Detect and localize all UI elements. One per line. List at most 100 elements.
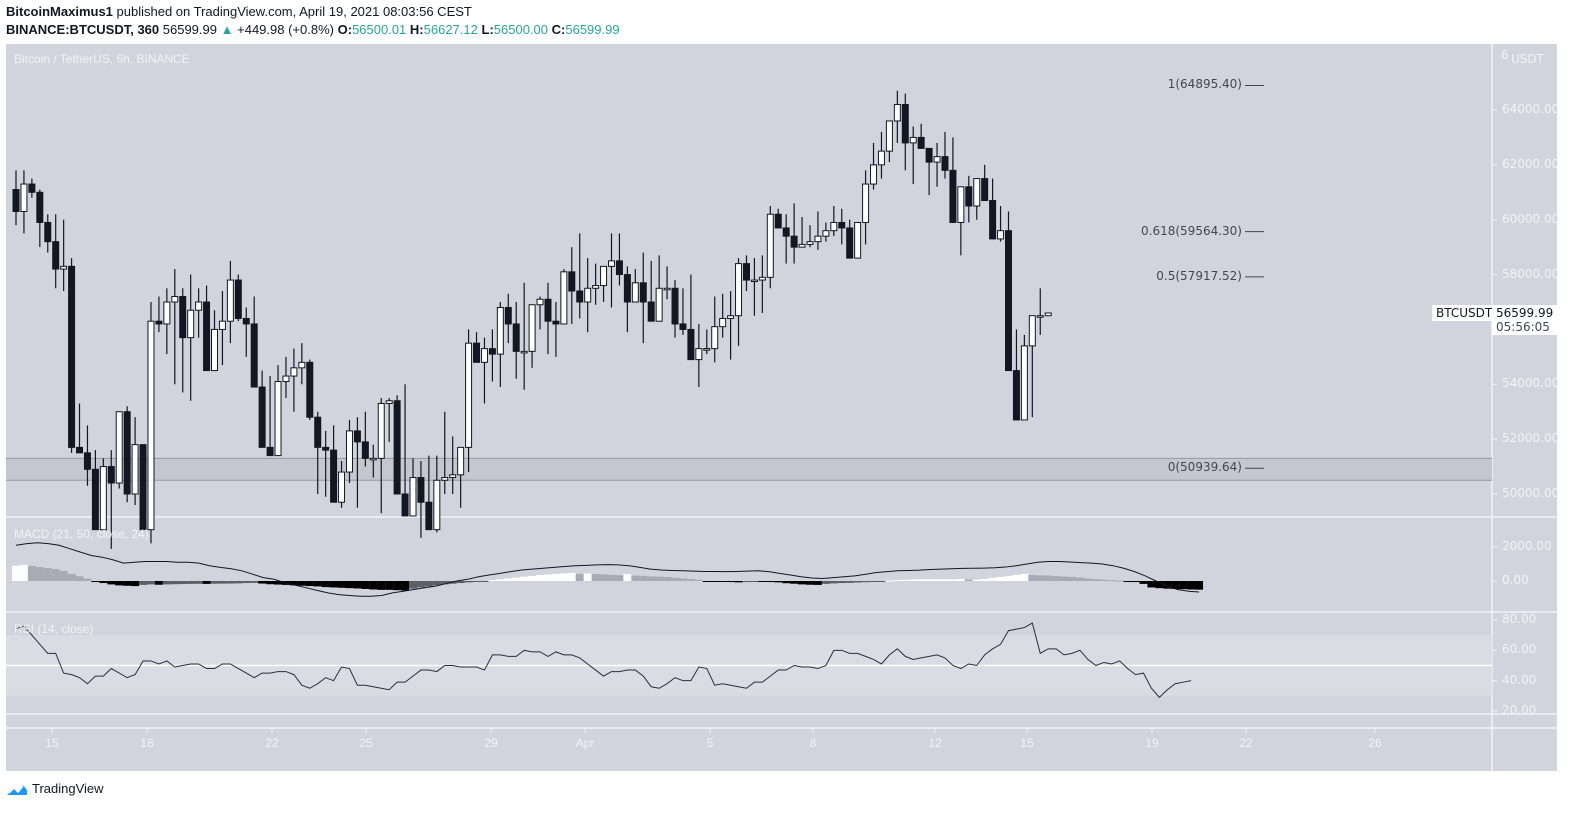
price-tick-label: 52000.00 [1502, 431, 1560, 446]
macd-histogram-bar [631, 575, 640, 581]
macd-histogram-bar [988, 577, 997, 581]
date-tick-label: 29 [484, 736, 498, 750]
macd-histogram-bar [925, 579, 934, 581]
date-tick-label: 22 [1239, 736, 1253, 750]
macd-histogram-bar [972, 579, 981, 581]
macd-histogram-bar [734, 581, 743, 583]
high-label: H: [409, 22, 424, 37]
fib-level-label: 0(50939.64) [1167, 460, 1242, 475]
main-pane-title: Bitcoin / TetherUS, 6h, BINANCE [14, 52, 190, 66]
macd-histogram-bar [877, 581, 886, 582]
macd-histogram-bar [1028, 575, 1037, 581]
macd-histogram-bar [234, 581, 243, 584]
macd-histogram-bar [401, 581, 410, 591]
macd-histogram-bar [543, 574, 552, 581]
candle-down [306, 361, 314, 418]
price-tick-label: 60000.00 [1502, 211, 1560, 226]
candle-down [155, 320, 163, 325]
macd-histogram-bar [845, 581, 854, 583]
candle-up [20, 183, 28, 212]
candle-down [234, 279, 242, 319]
date-tick-label: 12 [928, 736, 942, 750]
candle-up [806, 241, 814, 245]
macd-histogram-bar [1036, 575, 1045, 581]
candle-up [933, 156, 941, 163]
macd-histogram-bar [67, 573, 76, 581]
macd-histogram-bar [821, 581, 830, 584]
macd-histogram-bar [655, 576, 664, 581]
candle-down [488, 348, 496, 355]
author-name[interactable]: BitcoinMaximus1 [6, 4, 113, 19]
macd-histogram-bar [766, 581, 775, 583]
low-label: L: [481, 22, 494, 37]
macd-histogram-bar [51, 569, 60, 581]
macd-histogram-bar [385, 581, 394, 590]
rsi-tick-label: 40.00 [1502, 672, 1537, 687]
macd-histogram-bar [1060, 576, 1069, 581]
macd-histogram-bar [1171, 581, 1180, 589]
macd-histogram-bar [559, 573, 568, 581]
candle-down [44, 221, 52, 243]
candle-down [36, 191, 44, 223]
macd-histogram-bar [329, 581, 338, 588]
macd-histogram-bar [520, 576, 529, 581]
candle-up [282, 375, 290, 383]
candle-down [242, 317, 250, 325]
candle-up [369, 457, 377, 461]
candle-up [298, 361, 306, 369]
candle-down [671, 287, 679, 325]
macd-histogram-bar [43, 568, 52, 581]
candle-up [187, 309, 195, 339]
macd-histogram-bar [726, 581, 735, 583]
macd-histogram-bar [1044, 575, 1053, 581]
candle-down [1005, 230, 1012, 372]
candle-up [163, 301, 171, 325]
currency-label: USDT [1511, 52, 1544, 66]
price-tick-label: 50000.00 [1502, 486, 1560, 500]
candle-down [361, 441, 369, 459]
macd-histogram-bar [1187, 581, 1196, 590]
low-value: 56500.00 [493, 22, 549, 37]
macd-histogram-bar [1179, 581, 1188, 590]
macd-histogram-bar [1083, 578, 1092, 581]
candle-down [473, 342, 481, 363]
chart-canvas[interactable] [6, 44, 1557, 771]
candle-up [608, 260, 615, 267]
candle-down [417, 477, 425, 503]
macd-histogram-bar [710, 581, 719, 582]
macd-histogram-bar [19, 564, 28, 581]
candle-down [901, 104, 909, 144]
macd-histogram-bar [496, 579, 505, 581]
candle-down [330, 449, 338, 503]
candle-down [568, 271, 576, 292]
candle-down [12, 189, 20, 212]
macd-histogram-bar [885, 580, 894, 582]
macd-histogram-bar [1091, 579, 1100, 581]
candle-up [218, 320, 226, 330]
candle-up [1028, 315, 1036, 347]
published-text: published on TradingView.com, April 19, … [112, 4, 472, 19]
candle-up [131, 444, 139, 495]
macd-histogram-bar [424, 581, 433, 587]
symbol-interval: BINANCE:BTCUSDT, 360 [6, 22, 160, 37]
macd-histogram-bar [377, 581, 386, 590]
candle-up [973, 178, 981, 207]
macd-histogram-bar [853, 581, 862, 583]
tradingview-footer[interactable]: TradingView [6, 781, 104, 796]
macd-histogram-bar [305, 581, 314, 587]
fib-level-label: 1(64895.40) [1167, 77, 1242, 92]
macd-histogram-bar [393, 581, 402, 591]
candle-down [838, 221, 846, 229]
chart-area[interactable]: Bitcoin / TetherUS, 6h, BINANCE MACD (21… [6, 44, 1560, 771]
candle-down [544, 298, 552, 322]
candle-up [290, 367, 298, 377]
candle-down [846, 227, 854, 259]
candle-down [1012, 370, 1020, 421]
macd-histogram-bar [107, 581, 116, 585]
macd-histogram-bar [607, 574, 616, 581]
macd-histogram-bar [806, 581, 814, 585]
candle-down [647, 301, 655, 322]
macd-histogram-bar [345, 581, 354, 589]
candle-down [28, 183, 36, 193]
macd-histogram-bar [1107, 580, 1116, 582]
